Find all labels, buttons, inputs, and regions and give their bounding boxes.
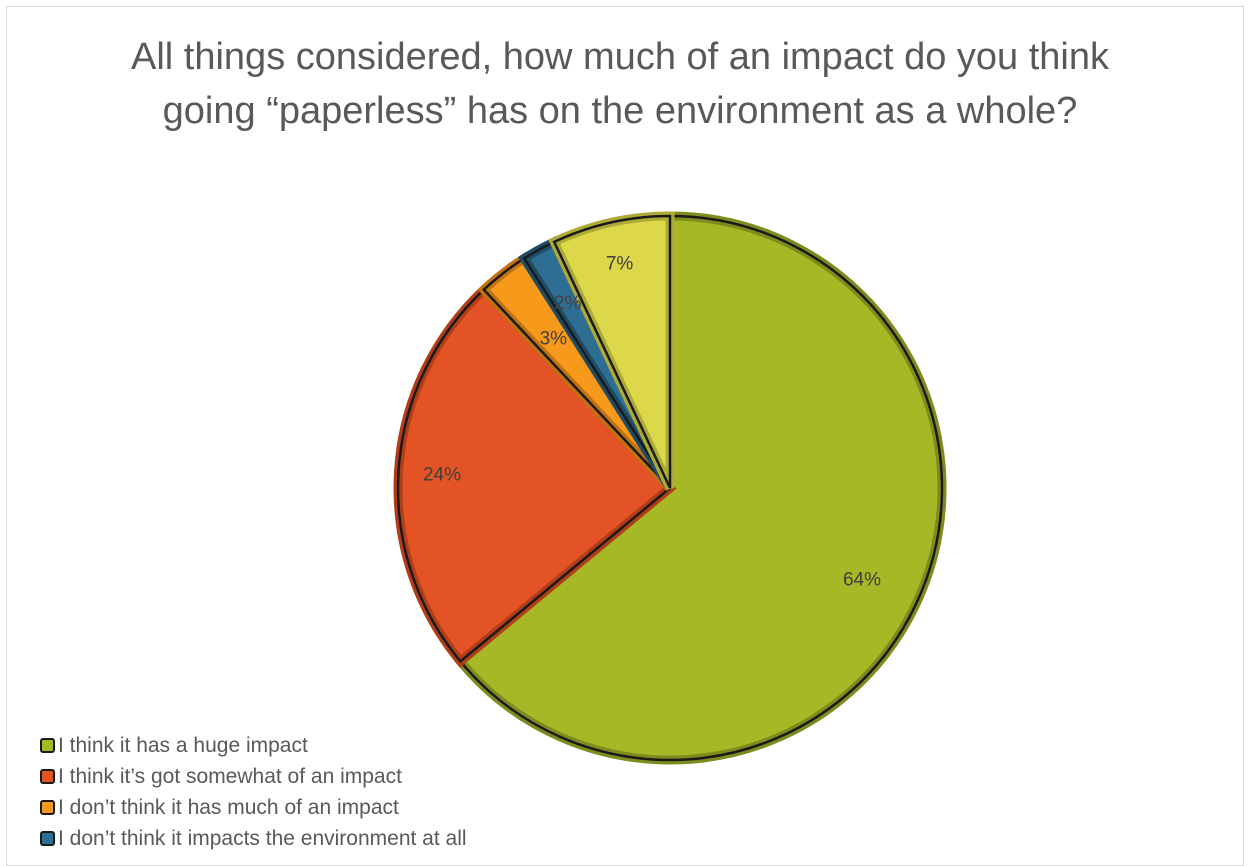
legend-swatch — [40, 738, 55, 753]
legend-swatch — [40, 769, 55, 784]
pie-slice-outline-somewhat-impact — [396, 287, 672, 664]
legend-item-huge-impact: I think it has a huge impact — [40, 730, 467, 761]
data-label-no-impact: 2% — [554, 293, 582, 314]
legend-swatch — [40, 800, 55, 815]
legend-item-no-impact: I don’t think it impacts the environment… — [40, 823, 467, 854]
data-label-not-much-impact: 3% — [540, 329, 568, 350]
legend-item-somewhat-impact: I think it’s got somewhat of an impact — [40, 761, 467, 792]
legend-item-not-much-impact: I don’t think it has much of an impact — [40, 792, 467, 823]
pie-slice-outline-other — [552, 214, 672, 489]
legend-swatch — [40, 831, 55, 846]
legend-label: I don’t think it impacts the environment… — [58, 826, 467, 850]
legend-label: I think it has a huge impact — [58, 733, 308, 757]
chart-legend: I think it has a huge impact I think it’s… — [40, 730, 467, 854]
legend-label: I don’t think it has much of an impact — [58, 795, 399, 819]
chart-title: All things considered, how much of an im… — [131, 36, 1109, 132]
pie-slice-outline-huge-impact — [458, 214, 944, 762]
data-label-other: 7% — [606, 253, 634, 274]
legend-label: I think it’s got somewhat of an impact — [58, 764, 402, 788]
data-label-huge-impact: 64% — [843, 569, 881, 590]
data-label-somewhat-impact: 24% — [423, 465, 461, 486]
